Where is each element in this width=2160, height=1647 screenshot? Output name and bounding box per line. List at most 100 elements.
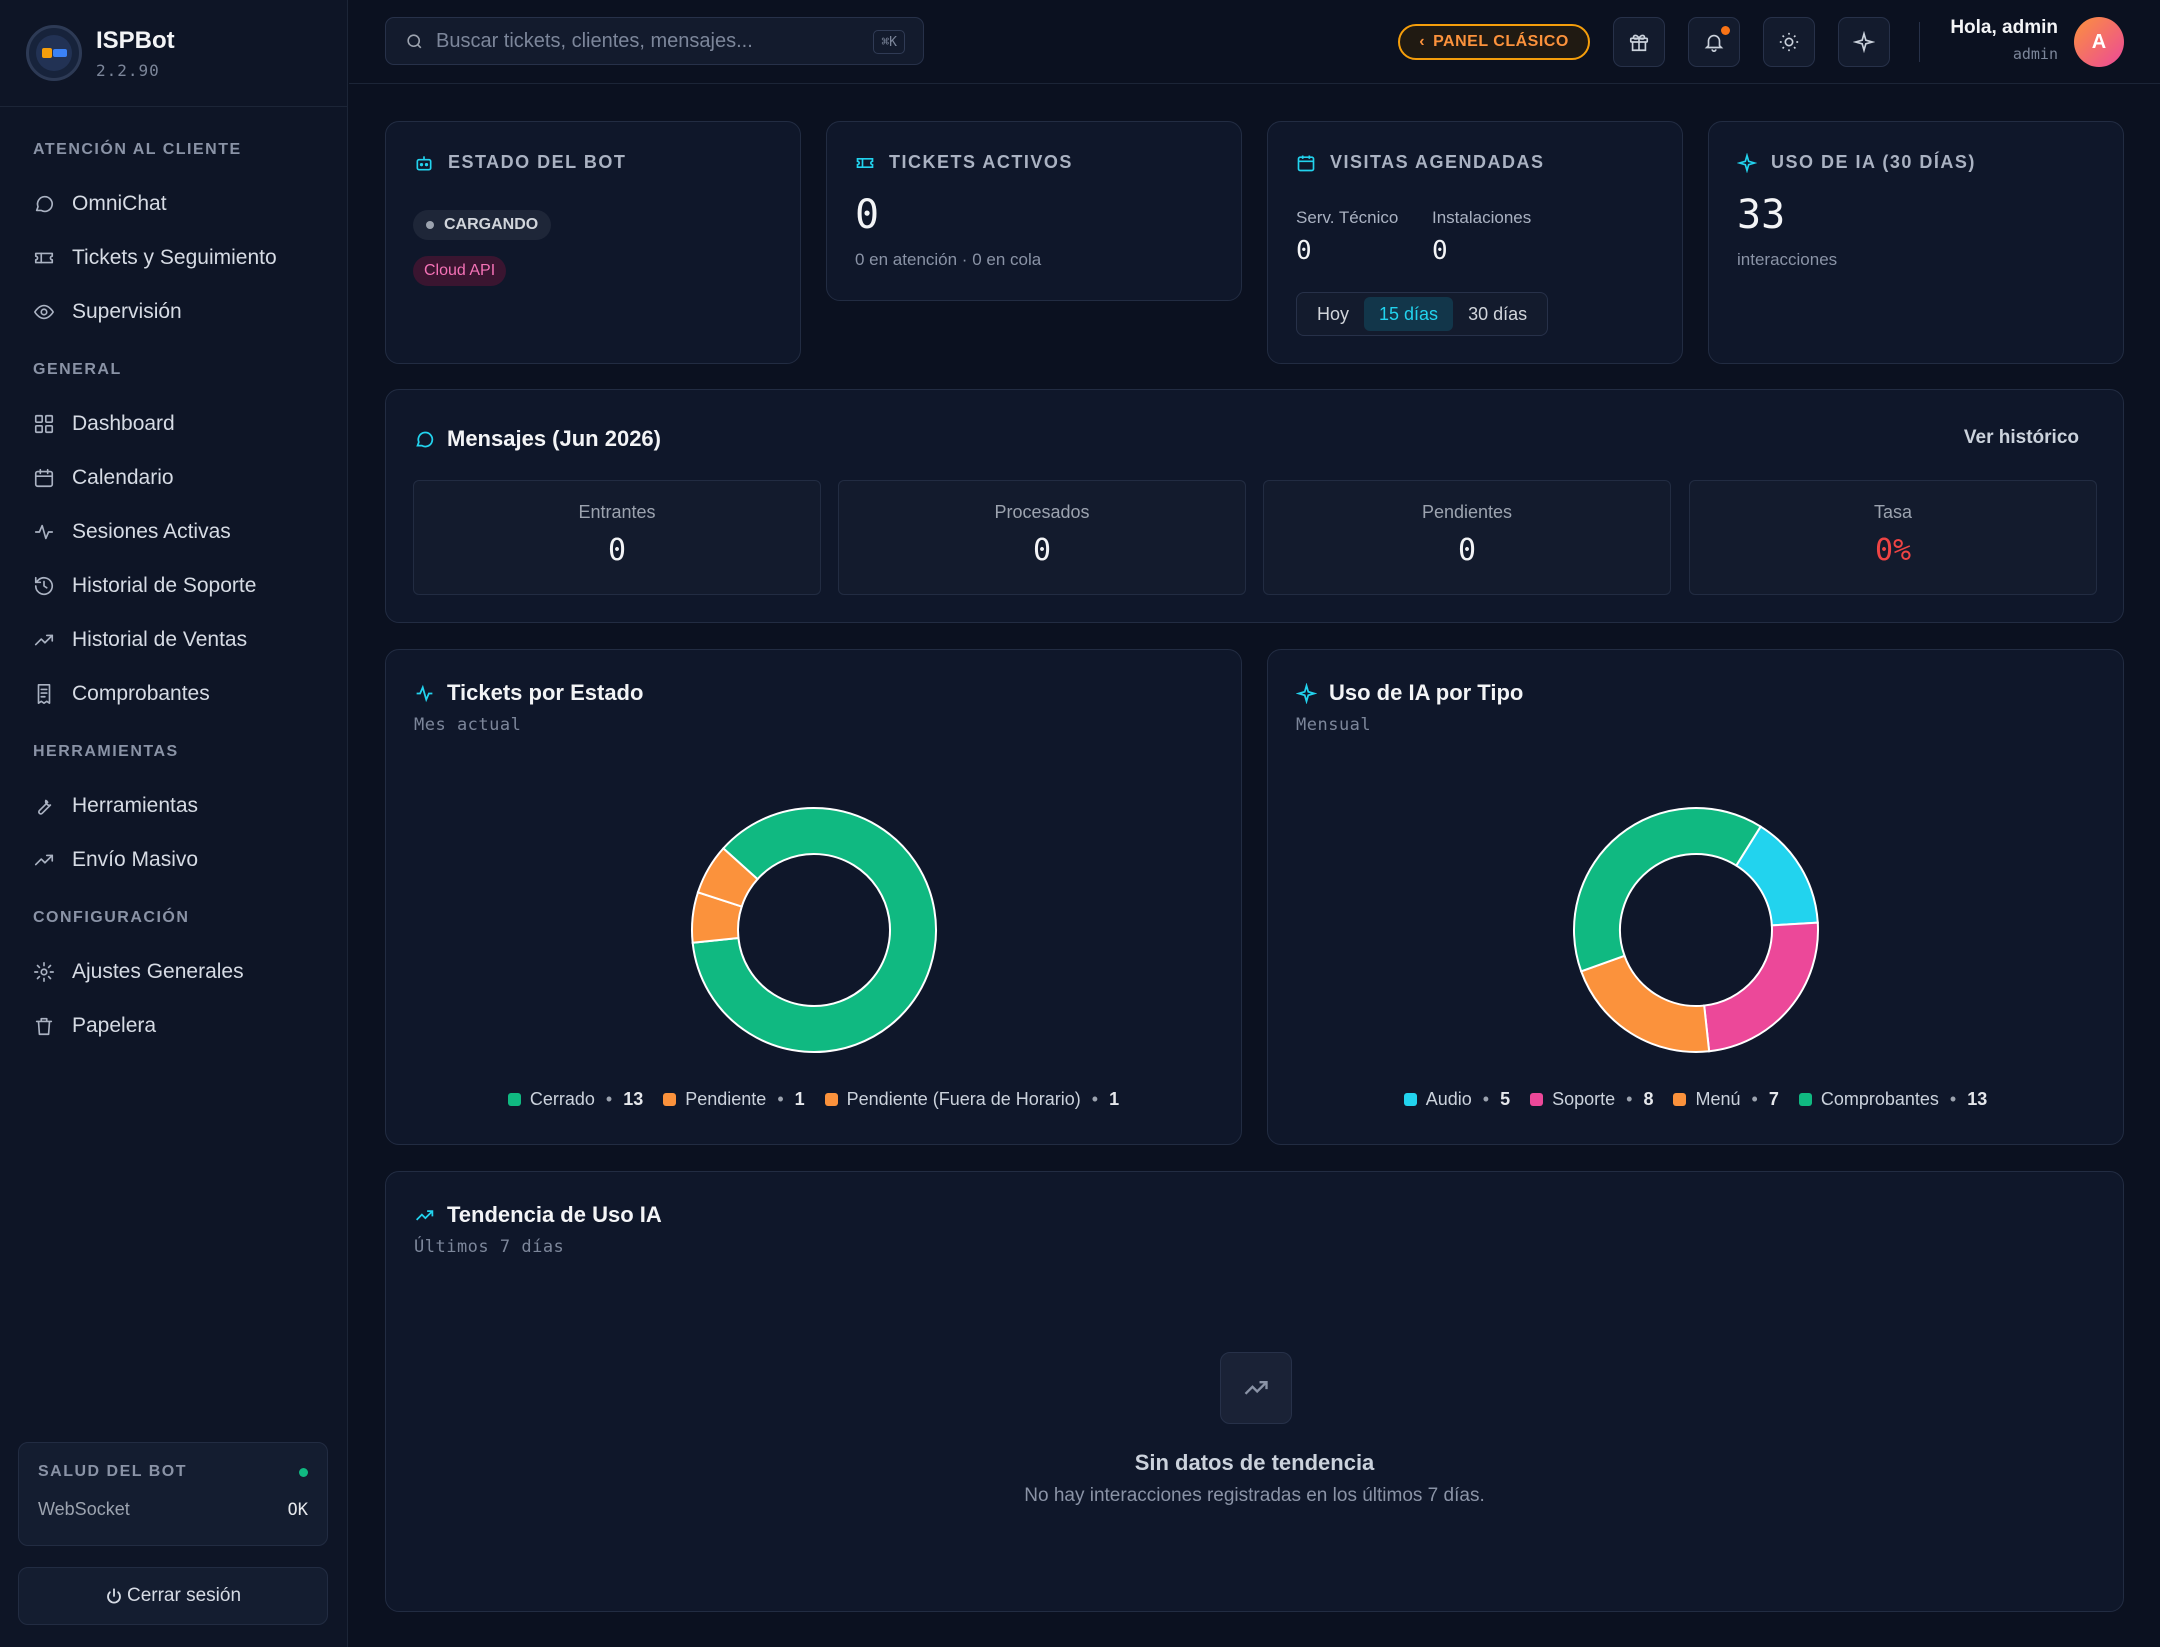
sidebar-item-envio-masivo[interactable]: Envío Masivo — [33, 833, 314, 887]
legend-label: Pendiente (Fuera de Horario) — [846, 1089, 1081, 1109]
sidebar-item-label: OmniChat — [72, 192, 167, 215]
incoming-value: 0 — [607, 533, 627, 568]
sidebar-item-label: Herramientas — [72, 794, 199, 817]
bot-health-title: SALUD DEL BOT — [38, 1463, 187, 1480]
gift-icon — [1629, 34, 1649, 52]
view-history-link[interactable]: Ver histórico — [1963, 427, 2079, 448]
legend-label: Menú — [1695, 1089, 1741, 1109]
sidebar-item-herramientas[interactable]: Herramientas — [33, 779, 314, 833]
trend-subtitle: Últimos 7 días — [414, 1237, 565, 1257]
sidebar-item-omnichat[interactable]: OmniChat — [33, 177, 314, 231]
search-icon — [407, 33, 422, 48]
tech-service-stat: Serv. Técnico 0 — [1296, 208, 1398, 266]
tickets-legend-item[interactable]: Pendiente • 1 — [663, 1089, 805, 1110]
legend-label: Pendiente — [685, 1089, 767, 1109]
pending-value: 0 — [1457, 533, 1477, 568]
rate-box: Tasa 0% — [1689, 480, 2097, 595]
tickets-legend-item[interactable]: Pendiente (Fuera de Horario) • 1 — [824, 1089, 1119, 1110]
nav-heading: GENERAL — [33, 361, 122, 378]
sidebar-item-supervision[interactable]: Supervisión — [33, 285, 314, 339]
sidebar-item-label: Sesiones Activas — [72, 520, 231, 543]
sidebar-item-label: Papelera — [72, 1014, 157, 1037]
status-dot — [426, 221, 434, 229]
messages-card: Mensajes (Jun 2026) Ver histórico Entran… — [385, 389, 2124, 623]
brand-name: ISPBot — [96, 26, 175, 54]
classic-panel-label: PANEL CLÁSICO — [1433, 33, 1569, 50]
ai-type-slice-soporte[interactable] — [1703, 921, 1819, 1053]
legend-value: 8 — [1643, 1089, 1654, 1109]
search-shortcut: ⌘K — [873, 30, 905, 54]
sidebar-item-comprobantes[interactable]: Comprobantes — [33, 667, 314, 721]
incoming-box: Entrantes 0 — [413, 480, 821, 595]
ai-type-slice-menu[interactable] — [1579, 954, 1711, 1053]
ai-type-legend-item[interactable]: Audio • 5 — [1403, 1089, 1511, 1110]
grid-icon — [34, 414, 54, 434]
legend-swatch — [1673, 1093, 1687, 1106]
ai-type-chart-legend: Audio • 5 Soporte • 8 Menú • 7 Comprobantes • 13 — [1268, 1089, 2123, 1110]
installations-stat: Instalaciones 0 — [1432, 208, 1531, 266]
websocket-label: WebSocket — [38, 1499, 130, 1519]
tech-service-value: 0 — [1296, 236, 1312, 266]
ai-type-legend-item[interactable]: Menú • 7 — [1673, 1089, 1779, 1110]
nav-section-configuracion: CONFIGURACIÓN Ajustes Generales Papelera — [0, 887, 347, 1053]
range-today[interactable]: Hoy — [1317, 303, 1350, 324]
notifications-button[interactable] — [1688, 17, 1740, 67]
ai-type-slice-comprobantes[interactable] — [1573, 807, 1763, 973]
topbar: Buscar tickets, clientes, mensajes... ⌘K… — [349, 0, 2160, 84]
sidebar-item-label: Tickets y Seguimiento — [72, 246, 277, 269]
sidebar-item-historial-de-soporte[interactable]: Historial de Soporte — [33, 559, 314, 613]
ai-assistant-button[interactable] — [1838, 17, 1890, 67]
sidebar-item-label: Historial de Ventas — [72, 628, 248, 651]
trend-title: Tendencia de Uso IA — [447, 1202, 662, 1227]
avatar[interactable]: A — [2074, 17, 2124, 67]
legend-separator: • — [1751, 1089, 1758, 1109]
sidebar-item-ajustes-generales[interactable]: Ajustes Generales — [33, 945, 314, 999]
gift-button[interactable] — [1613, 17, 1665, 67]
sidebar-item-calendario[interactable]: Calendario — [33, 451, 314, 505]
legend-label: Audio — [1425, 1089, 1472, 1109]
power-icon — [107, 1588, 121, 1604]
tickets-donut-chart — [691, 807, 937, 1053]
range-15-days[interactable]: 15 días — [1364, 297, 1454, 331]
calendar-icon — [1297, 155, 1315, 171]
ai-trend-card: Tendencia de Uso IA Últimos 7 días Sin d… — [385, 1171, 2124, 1612]
ai-type-legend-item[interactable]: Comprobantes • 13 — [1798, 1089, 1987, 1110]
legend-swatch — [824, 1093, 838, 1106]
tickets-slice-cerrado[interactable] — [691, 807, 937, 1053]
ai-type-legend-item[interactable]: Soporte • 8 — [1530, 1089, 1653, 1110]
scheduled-visits-card: VISITAS AGENDADAS Serv. Técnico 0 Instal… — [1267, 121, 1683, 364]
user-role: admin — [2012, 45, 2058, 63]
bot-status-title: ESTADO DEL BOT — [448, 152, 627, 172]
logout-button[interactable]: Cerrar sesión — [18, 1567, 328, 1625]
nav-section-atencion-al-cliente: ATENCIÓN AL CLIENTE OmniChat Tickets y Seg… — [0, 107, 347, 339]
legend-separator: • — [605, 1089, 613, 1109]
bot-icon — [416, 155, 432, 170]
sparkle-icon — [1853, 31, 1875, 53]
messages-title: Mensajes (Jun 2026) — [447, 426, 661, 451]
sidebar-item-papelera[interactable]: Papelera — [33, 999, 314, 1053]
legend-separator: • — [1482, 1089, 1490, 1109]
sidebar-item-sesiones-activas[interactable]: Sesiones Activas — [33, 505, 314, 559]
ai-usage-card: USO DE IA (30 DÍAS) 33 interacciones — [1708, 121, 2124, 364]
wrench-icon — [38, 799, 52, 815]
sidebar-item-historial-de-ventas[interactable]: Historial de Ventas — [33, 613, 314, 667]
sidebar-item-tickets-y-seguimiento[interactable]: Tickets y Seguimiento — [33, 231, 314, 285]
sidebar-item-dashboard[interactable]: Dashboard — [33, 397, 314, 451]
theme-toggle-button[interactable] — [1763, 17, 1815, 67]
nav-section-general: GENERAL Dashboard Calendario Sesiones Activ… — [0, 339, 347, 721]
pending-box: Pendientes 0 — [1263, 480, 1671, 595]
trending-up-icon — [34, 854, 54, 866]
gear-icon — [34, 962, 54, 982]
legend-value: 5 — [1500, 1089, 1511, 1109]
empty-trend-icon-box — [1220, 1352, 1292, 1424]
classic-panel-button[interactable]: ‹ PANEL CLÁSICO — [1398, 24, 1590, 60]
legend-swatch — [507, 1093, 521, 1106]
rate-label: Tasa — [1873, 502, 1913, 522]
legend-value: 13 — [623, 1089, 644, 1109]
range-30-days[interactable]: 30 días — [1468, 303, 1528, 324]
tickets-legend-item[interactable]: Cerrado • 13 — [507, 1089, 644, 1110]
search-input[interactable]: Buscar tickets, clientes, mensajes... ⌘K — [385, 17, 924, 65]
legend-label: Cerrado — [529, 1089, 595, 1109]
ai-usage-value: 33 — [1737, 192, 1786, 238]
tickets-slice-pendiente-fuera-de-horario[interactable] — [696, 846, 759, 908]
